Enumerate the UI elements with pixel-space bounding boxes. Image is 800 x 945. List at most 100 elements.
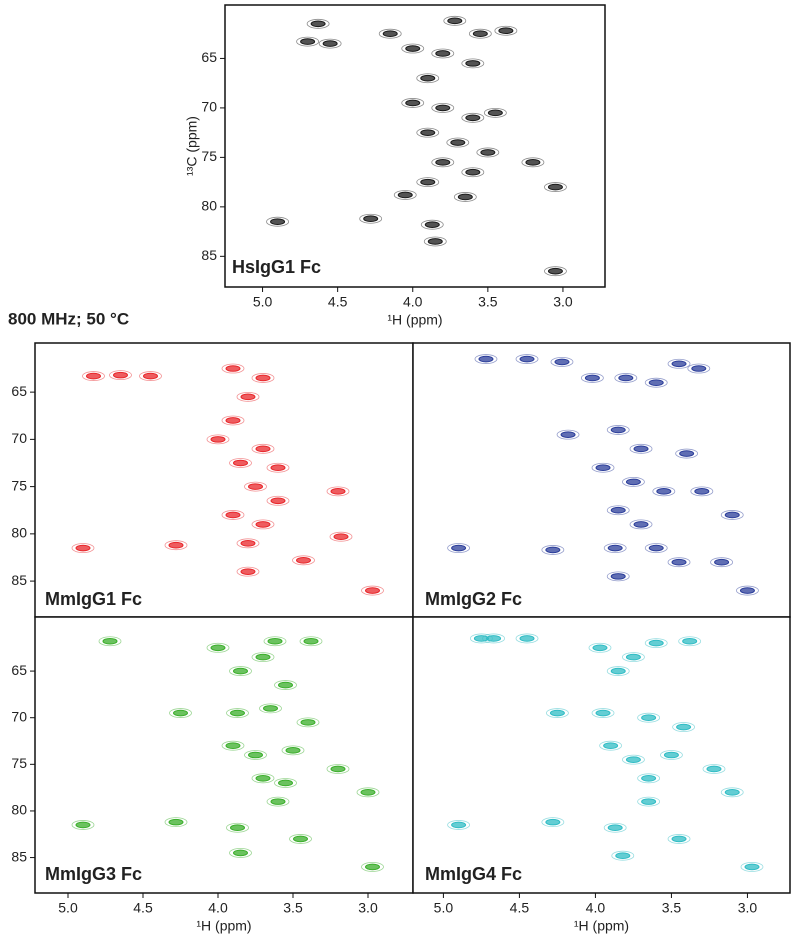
peak bbox=[607, 824, 623, 832]
y-tick-label: 80 bbox=[11, 802, 27, 818]
panel-frame bbox=[412, 616, 791, 894]
peak-halo bbox=[266, 216, 289, 227]
peak-halo bbox=[603, 822, 627, 833]
peak bbox=[610, 426, 626, 434]
peak-halo bbox=[289, 834, 312, 844]
peak bbox=[300, 719, 316, 726]
peak-halo bbox=[356, 787, 380, 798]
peak-halo bbox=[266, 462, 290, 473]
peak-halo bbox=[251, 373, 275, 383]
peak bbox=[554, 358, 570, 366]
x-tick-label: 4.5 bbox=[510, 900, 530, 916]
peak-halo bbox=[622, 476, 645, 487]
peak-halo bbox=[226, 708, 249, 718]
peak-halo bbox=[359, 213, 383, 224]
x-tick-label: 3.0 bbox=[358, 900, 378, 916]
peak-halo bbox=[299, 636, 323, 647]
peak bbox=[547, 267, 563, 275]
peak bbox=[75, 544, 91, 552]
peak bbox=[478, 355, 494, 363]
peak bbox=[525, 159, 541, 166]
peak-halo bbox=[416, 73, 440, 84]
x-tick-label: 5.0 bbox=[58, 900, 78, 916]
x-tick-label: 4.5 bbox=[133, 900, 153, 916]
peak bbox=[255, 653, 271, 661]
peak bbox=[293, 835, 308, 843]
peak bbox=[656, 488, 672, 495]
peak-halo bbox=[660, 750, 683, 760]
peak-halo bbox=[629, 443, 653, 454]
peak bbox=[633, 445, 649, 453]
peak-halo bbox=[98, 636, 122, 647]
peak-halo bbox=[306, 18, 330, 29]
peak bbox=[744, 863, 760, 871]
peak bbox=[519, 355, 535, 363]
peak-halo bbox=[591, 462, 615, 473]
peak bbox=[671, 835, 687, 843]
peak-halo bbox=[274, 778, 297, 788]
x-tick-label: 3.5 bbox=[662, 900, 682, 916]
peak-halo bbox=[229, 458, 252, 468]
y-tick-label: 70 bbox=[11, 708, 27, 724]
y-tick-label: 70 bbox=[11, 430, 27, 446]
peak-halo bbox=[164, 540, 188, 551]
peak-halo bbox=[401, 43, 425, 54]
peak-halo bbox=[221, 740, 245, 751]
peak bbox=[607, 544, 623, 552]
peak bbox=[233, 459, 248, 467]
peak bbox=[225, 417, 241, 424]
peak-halo bbox=[544, 182, 567, 192]
peak-halo bbox=[221, 510, 245, 520]
peak-halo bbox=[236, 391, 260, 402]
peak-halo bbox=[599, 740, 623, 751]
x-tick-label: 3.0 bbox=[738, 900, 758, 916]
peak-halo bbox=[401, 98, 425, 108]
y-axis-label: ¹³C (ppm) bbox=[184, 116, 200, 176]
peak-halo bbox=[274, 680, 297, 690]
peak-halo bbox=[236, 566, 260, 577]
peak-halo bbox=[550, 356, 574, 367]
peak bbox=[450, 139, 466, 146]
peak bbox=[278, 681, 293, 689]
y-tick-label: 80 bbox=[11, 525, 27, 541]
peak-halo bbox=[420, 219, 444, 230]
peak bbox=[333, 533, 349, 540]
peak bbox=[255, 521, 271, 528]
peak-halo bbox=[431, 157, 455, 168]
peak bbox=[465, 60, 481, 67]
peak bbox=[671, 360, 687, 368]
peak bbox=[663, 751, 679, 759]
peak-halo bbox=[446, 137, 470, 148]
peak bbox=[270, 218, 286, 225]
peak-halo bbox=[229, 848, 252, 858]
peak bbox=[545, 818, 561, 826]
peak-halo bbox=[629, 519, 653, 530]
peak bbox=[615, 852, 631, 860]
peak-halo bbox=[416, 127, 440, 138]
peak-halo bbox=[483, 107, 507, 118]
peak bbox=[225, 365, 241, 372]
peak bbox=[173, 709, 188, 717]
peak-halo bbox=[611, 850, 635, 861]
peak-halo bbox=[710, 557, 733, 568]
peak bbox=[480, 149, 496, 156]
peak bbox=[592, 644, 608, 652]
peak-halo bbox=[259, 703, 282, 714]
peak-halo bbox=[637, 712, 661, 723]
peak bbox=[330, 765, 346, 773]
peak-halo bbox=[251, 519, 275, 530]
peak bbox=[435, 50, 451, 57]
peak-halo bbox=[556, 429, 580, 440]
panel-label: MmIgG3 Fc bbox=[45, 864, 142, 884]
peak-halo bbox=[515, 633, 539, 644]
peak bbox=[633, 521, 649, 528]
peak-halo bbox=[226, 822, 249, 833]
peak bbox=[610, 506, 626, 514]
peak-halo bbox=[318, 38, 342, 49]
peak bbox=[584, 374, 600, 382]
peak bbox=[397, 191, 413, 199]
peak bbox=[248, 751, 263, 759]
conditions: 800 MHz; 50 °C bbox=[8, 309, 129, 328]
peak bbox=[618, 374, 634, 382]
peak bbox=[560, 431, 576, 438]
